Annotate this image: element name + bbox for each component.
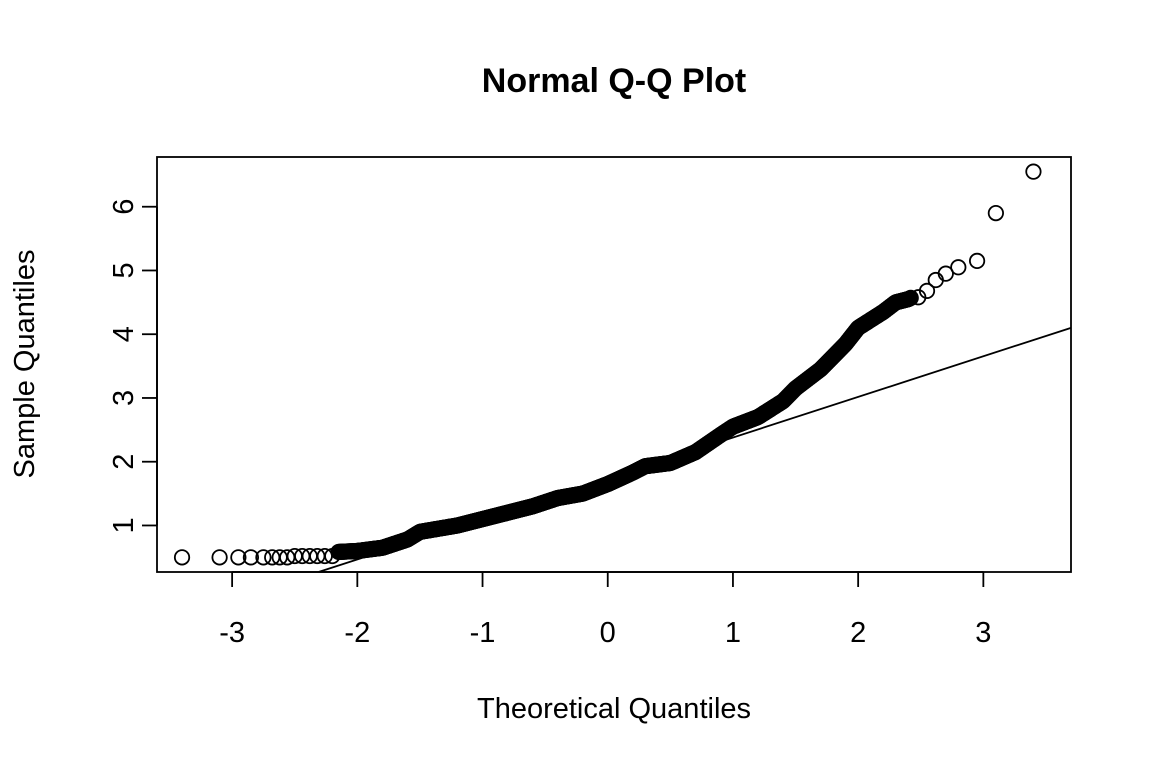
data-point — [950, 259, 967, 276]
x-tick-label: 1 — [725, 617, 741, 649]
data-point — [316, 547, 333, 565]
data-point — [968, 252, 986, 270]
y-tick-label: 4 — [108, 326, 140, 342]
y-tick-label: 3 — [108, 390, 140, 406]
x-axis-label: Theoretical Quantiles — [477, 693, 751, 725]
y-axis: 1 2 3 4 5 6 — [108, 199, 158, 534]
x-tick-label: 0 — [600, 617, 616, 649]
data-point — [937, 265, 954, 282]
data-point — [255, 549, 272, 566]
data-point — [242, 549, 260, 566]
y-axis-label: Sample Quantiles — [9, 250, 41, 479]
y-tick-label: 6 — [108, 199, 140, 215]
x-tick-label: -3 — [219, 617, 245, 649]
data-points — [173, 163, 1042, 566]
x-tick-label: 2 — [850, 617, 866, 649]
data-point — [230, 549, 247, 566]
data-point — [1025, 163, 1042, 180]
data-point — [211, 549, 228, 566]
x-axis: -3 -2 -1 0 1 2 3 — [219, 571, 991, 649]
y-tick-label: 2 — [108, 454, 140, 470]
x-tick-label: -1 — [470, 617, 496, 649]
y-tick-label: 1 — [108, 517, 140, 533]
data-point — [324, 547, 341, 565]
y-tick-label: 5 — [108, 262, 140, 278]
data-point — [987, 204, 1004, 222]
plot-frame — [156, 156, 1072, 573]
x-tick-label: -2 — [344, 617, 370, 649]
x-tick-label: 3 — [975, 617, 991, 649]
data-point — [918, 282, 936, 299]
data-point — [902, 289, 919, 306]
data-point — [173, 549, 191, 566]
chart-title: Normal Q-Q Plot — [482, 62, 746, 100]
